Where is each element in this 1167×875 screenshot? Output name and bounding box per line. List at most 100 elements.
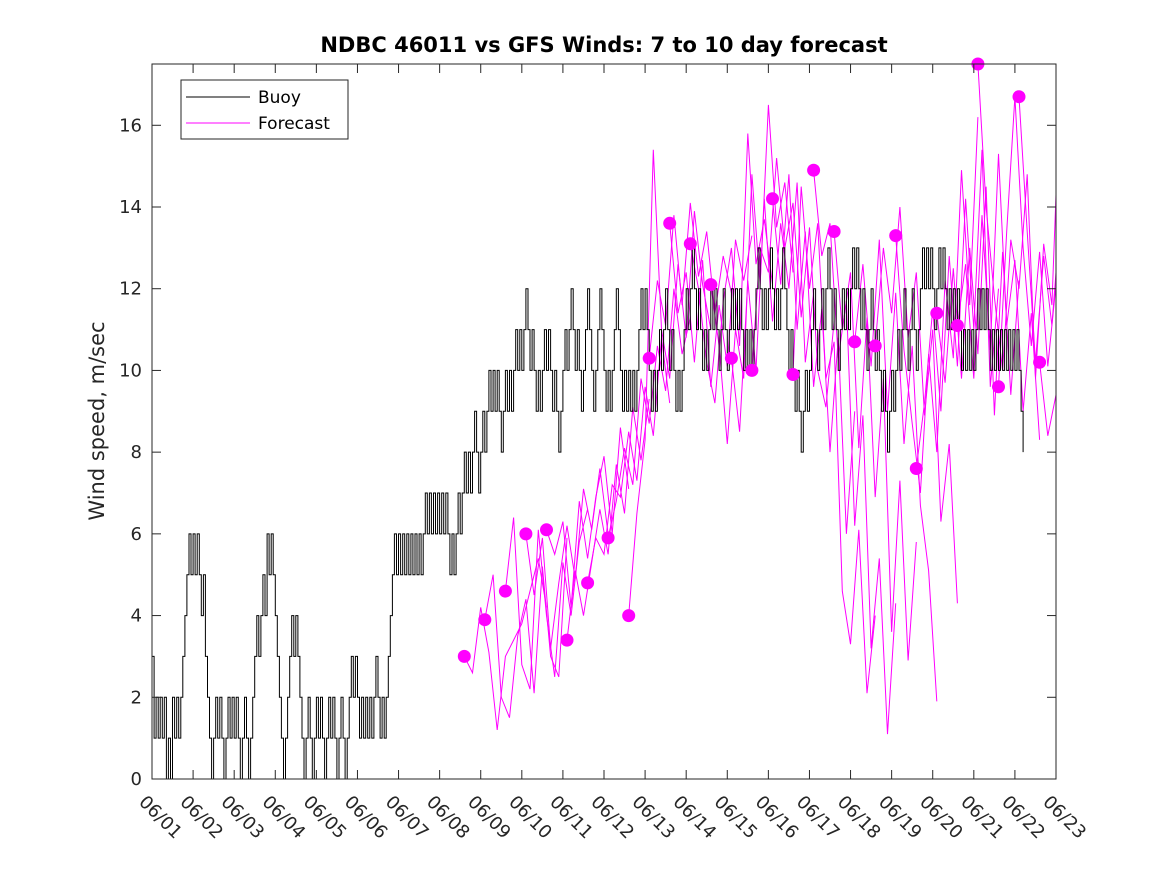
plot-frame: [151, 63, 1057, 780]
forecast-run-line: [977, 64, 1056, 379]
forecast-run-line: [874, 206, 958, 604]
x-tick-label: 06/04: [258, 792, 310, 844]
forecast-run-line: [895, 117, 979, 494]
forecast-run-line: [566, 398, 650, 641]
forecast-marker: [1012, 90, 1026, 104]
y-tick-label: 4: [131, 606, 142, 627]
forecast-run-line: [1018, 96, 1056, 363]
forecast-run-line: [504, 509, 589, 690]
chart-legend: Buoy Forecast: [180, 79, 349, 140]
x-tick-label: 06/19: [874, 792, 926, 844]
chart-title: NDBC 46011 vs GFS Winds: 7 to 10 day for…: [320, 33, 887, 57]
forecast-run-line: [710, 104, 794, 445]
forecast-marker: [889, 229, 903, 243]
forecast-run-line: [587, 337, 671, 583]
forecast-marker: [1033, 355, 1047, 369]
forecast-run-line: [484, 537, 568, 718]
forecast-marker: [540, 523, 553, 537]
x-tick-label: 06/01: [134, 792, 186, 844]
y-tick-label: 0: [131, 769, 142, 790]
forecast-marker: [704, 278, 718, 292]
forecast-marker: [868, 339, 882, 353]
x-tick-label: 06/10: [504, 792, 556, 844]
forecast-marker: [950, 319, 964, 332]
legend-box: [180, 79, 349, 140]
x-tick-label: 06/08: [422, 792, 474, 844]
forecast-markers: [457, 57, 1047, 663]
forecast-marker: [478, 613, 492, 627]
x-tick-label: 06/07: [381, 792, 433, 844]
forecast-marker: [766, 192, 779, 206]
y-axis-ticks: 0 2 4 6 8 10 12 14 16: [119, 115, 1056, 790]
forecast-marker: [786, 368, 800, 381]
buoy-line: [152, 247, 1024, 779]
x-tick-label: 06/13: [628, 792, 680, 844]
forecast-run-line: [628, 149, 712, 616]
x-tick-label: 06/20: [915, 792, 967, 844]
forecast-run-line: [854, 239, 938, 702]
x-tick-label: 06/02: [176, 792, 228, 844]
x-tick-label: 06/16: [751, 792, 803, 844]
forecast-run-line: [956, 153, 1041, 440]
x-tick-label: 06/22: [997, 792, 1049, 844]
forecast-run-line: [833, 231, 917, 661]
x-tick-label: 06/17: [792, 792, 844, 844]
forecast-run-line: [648, 202, 732, 359]
forecast-run-line: [546, 427, 630, 608]
forecast-run-line: [813, 170, 897, 735]
forecast-run-line: [730, 182, 815, 432]
x-tick-label: 06/23: [1038, 792, 1090, 844]
forecast-marker: [457, 649, 471, 663]
forecast-marker: [498, 584, 512, 598]
forecast-marker: [581, 576, 595, 590]
forecast-marker: [683, 237, 697, 251]
forecast-run-line: [998, 96, 1056, 387]
forecast-marker: [519, 527, 533, 541]
y-tick-label: 8: [131, 442, 142, 463]
forecast-marker: [827, 225, 841, 238]
forecast-marker: [622, 609, 636, 623]
y-tick-label: 10: [119, 360, 142, 381]
x-tick-label: 06/03: [217, 792, 269, 844]
forecast-run-line: [915, 149, 999, 469]
forecast-marker: [992, 380, 1005, 394]
forecast-marker: [642, 351, 656, 365]
x-tick-label: 06/18: [833, 792, 885, 844]
y-axis-label: Wind speed, m/sec: [85, 321, 109, 520]
forecast-run-line: [669, 223, 753, 387]
x-tick-label: 06/05: [299, 792, 351, 844]
legend-label-forecast: Forecast: [258, 114, 330, 134]
forecast-run-line: [772, 174, 856, 534]
forecast-marker: [909, 462, 923, 475]
forecast-run-line: [607, 288, 691, 539]
series-layer: [152, 64, 1056, 779]
forecast-marker: [663, 216, 677, 230]
x-axis-ticks: 06/0106/0206/0306/0406/0506/0606/0706/08…: [134, 64, 1090, 843]
forecast-run-line: [463, 558, 547, 731]
x-tick-label: 06/21: [956, 792, 1008, 844]
y-tick-label: 2: [131, 687, 142, 708]
y-tick-label: 14: [119, 197, 142, 218]
x-tick-label: 06/15: [710, 792, 762, 844]
y-tick-label: 12: [119, 279, 142, 300]
forecast-marker: [601, 531, 615, 545]
forecast-run-line: [689, 133, 773, 404]
legend-label-buoy: Buoy: [258, 88, 301, 108]
forecast-marker: [930, 306, 944, 320]
forecast-run-line: [792, 186, 876, 694]
y-tick-label: 16: [119, 115, 142, 136]
forecast-run-line: [1039, 362, 1056, 436]
x-tick-label: 06/09: [463, 792, 515, 844]
forecast-marker: [807, 163, 821, 177]
forecast-run-line: [751, 157, 835, 408]
forecast-marker: [560, 633, 574, 647]
x-tick-label: 06/12: [586, 792, 638, 844]
x-tick-label: 06/11: [545, 792, 597, 844]
y-tick-label: 6: [131, 524, 142, 545]
forecast-marker: [745, 363, 759, 377]
x-tick-label: 06/14: [669, 792, 721, 844]
x-tick-label: 06/06: [340, 792, 392, 844]
forecast-marker: [848, 335, 862, 349]
forecast-marker: [724, 351, 738, 365]
